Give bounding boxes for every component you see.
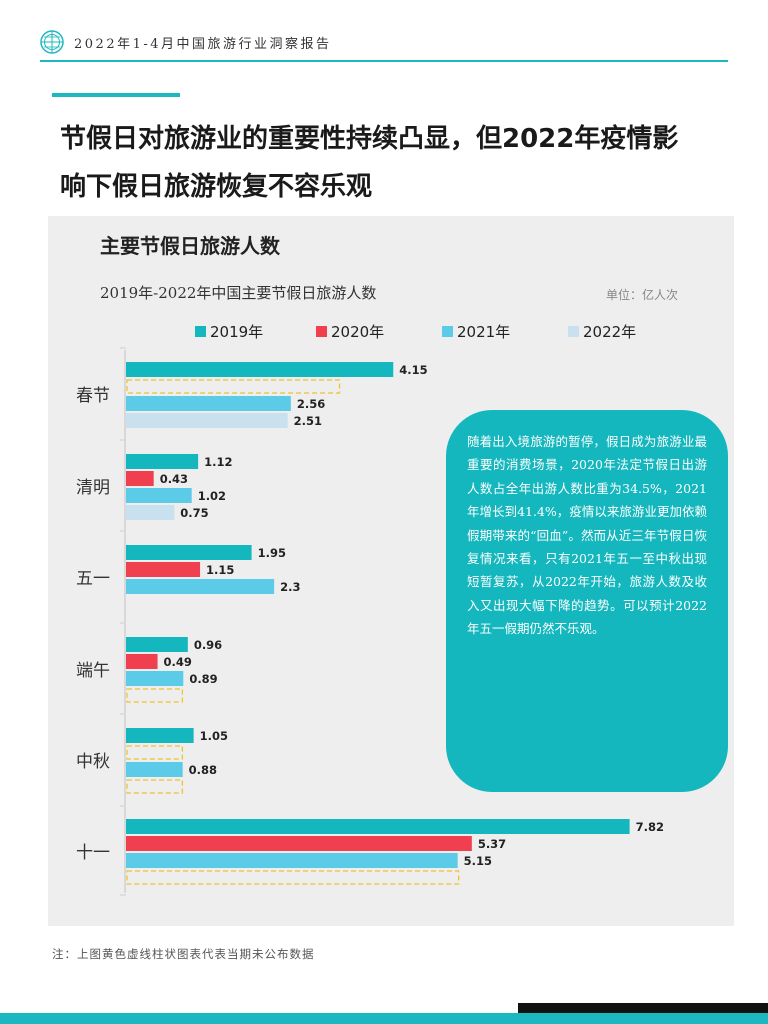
globe-icon — [40, 30, 64, 54]
bar-2020-1 — [126, 471, 154, 486]
bar-2021-2 — [126, 579, 275, 594]
bar-2022-0 — [126, 413, 288, 428]
data-label-2022-0: 2.51 — [294, 414, 322, 428]
legend-label-2022: 2022年 — [583, 323, 636, 341]
data-label-2021-0: 2.56 — [297, 397, 325, 411]
page-title-line-2: 响下假日旅游恢复不容乐观 — [60, 172, 373, 202]
callout-bubble — [446, 410, 728, 792]
data-label-2019-2: 1.95 — [258, 546, 286, 560]
placeholder-bar-0 — [126, 379, 341, 394]
data-label-2021-3: 0.89 — [189, 672, 217, 686]
chart-subtitle: 2019年-2022年中国主要节假日旅游人数 — [100, 284, 377, 302]
data-label-2021-5: 5.15 — [464, 854, 492, 868]
bar-2022-1 — [126, 505, 175, 520]
footnote: 注：上图黄色虚线柱状图表代表当期未公布数据 — [52, 947, 315, 961]
bar-2021-3 — [126, 671, 184, 686]
bar-2019-0 — [126, 362, 394, 377]
title-accent-bar — [52, 93, 180, 97]
data-label-2022-1: 0.75 — [180, 506, 208, 520]
legend-swatch-2021 — [442, 326, 453, 337]
legend-swatch-2022 — [568, 326, 579, 337]
data-label-2021-1: 1.02 — [198, 489, 226, 503]
data-label-2019-4: 1.05 — [200, 729, 228, 743]
bar-2021-5 — [126, 853, 458, 868]
data-label-2019-5: 7.82 — [636, 820, 664, 834]
bar-2020-2 — [126, 562, 201, 577]
data-label-2020-2: 1.15 — [206, 563, 234, 577]
bar-2019-4 — [126, 728, 194, 743]
placeholder-bar-4 — [126, 870, 460, 885]
bar-2021-4 — [126, 762, 183, 777]
header-divider — [40, 60, 728, 62]
data-label-2020-3: 0.49 — [164, 655, 192, 669]
legend-label-2019: 2019年 — [210, 323, 263, 341]
legend-label-2020: 2020年 — [331, 323, 384, 341]
category-label-5: 十一 — [76, 843, 110, 863]
placeholder-bar-1 — [126, 688, 184, 703]
page-title: 节假日对旅游业的重要性持续凸显，但2022年疫情影 响下假日旅游恢复不容乐观 — [60, 115, 750, 211]
bar-2019-2 — [126, 545, 252, 560]
data-label-2019-0: 4.15 — [399, 363, 427, 377]
category-label-1: 清明 — [76, 478, 110, 498]
bar-2020-5 — [126, 836, 472, 851]
footer-accent-bar — [0, 1013, 768, 1024]
legend-swatch-2020 — [316, 326, 327, 337]
bar-2019-3 — [126, 637, 188, 652]
category-label-4: 中秋 — [76, 752, 110, 772]
report-header: 2022年1-4月中国旅游行业洞察报告 — [40, 28, 728, 64]
data-label-2021-2: 2.3 — [280, 580, 300, 594]
legend-label-2021: 2021年 — [457, 323, 510, 341]
unit-label: 单位：亿人次 — [606, 288, 679, 302]
bar-2019-1 — [126, 454, 199, 469]
bar-2020-3 — [126, 654, 158, 669]
chart-heading: 主要节假日旅游人数 — [100, 234, 280, 258]
bar-2021-0 — [126, 396, 291, 411]
report-title: 2022年1-4月中国旅游行业洞察报告 — [74, 37, 332, 52]
footer-dark-bar — [518, 1003, 768, 1013]
bar-2021-1 — [126, 488, 192, 503]
data-label-2019-1: 1.12 — [204, 455, 232, 469]
page-title-line-1: 节假日对旅游业的重要性持续凸显，但2022年疫情影 — [60, 124, 679, 154]
legend-swatch-2019 — [195, 326, 206, 337]
data-label-2021-4: 0.88 — [189, 763, 217, 777]
category-label-3: 端午 — [76, 661, 110, 681]
placeholder-bar-2 — [126, 745, 184, 760]
data-label-2020-5: 5.37 — [478, 837, 506, 851]
bar-2019-5 — [126, 819, 630, 834]
callout-text: 随着出入境旅游的暂停，假日成为旅游业最重要的消费场景，2020年法定节假日出游人… — [467, 434, 707, 637]
data-label-2020-1: 0.43 — [160, 472, 188, 486]
data-label-2019-3: 0.96 — [194, 638, 222, 652]
category-label-2: 五一 — [76, 569, 110, 589]
category-label-0: 春节 — [76, 386, 110, 406]
placeholder-bar-3 — [126, 779, 184, 794]
